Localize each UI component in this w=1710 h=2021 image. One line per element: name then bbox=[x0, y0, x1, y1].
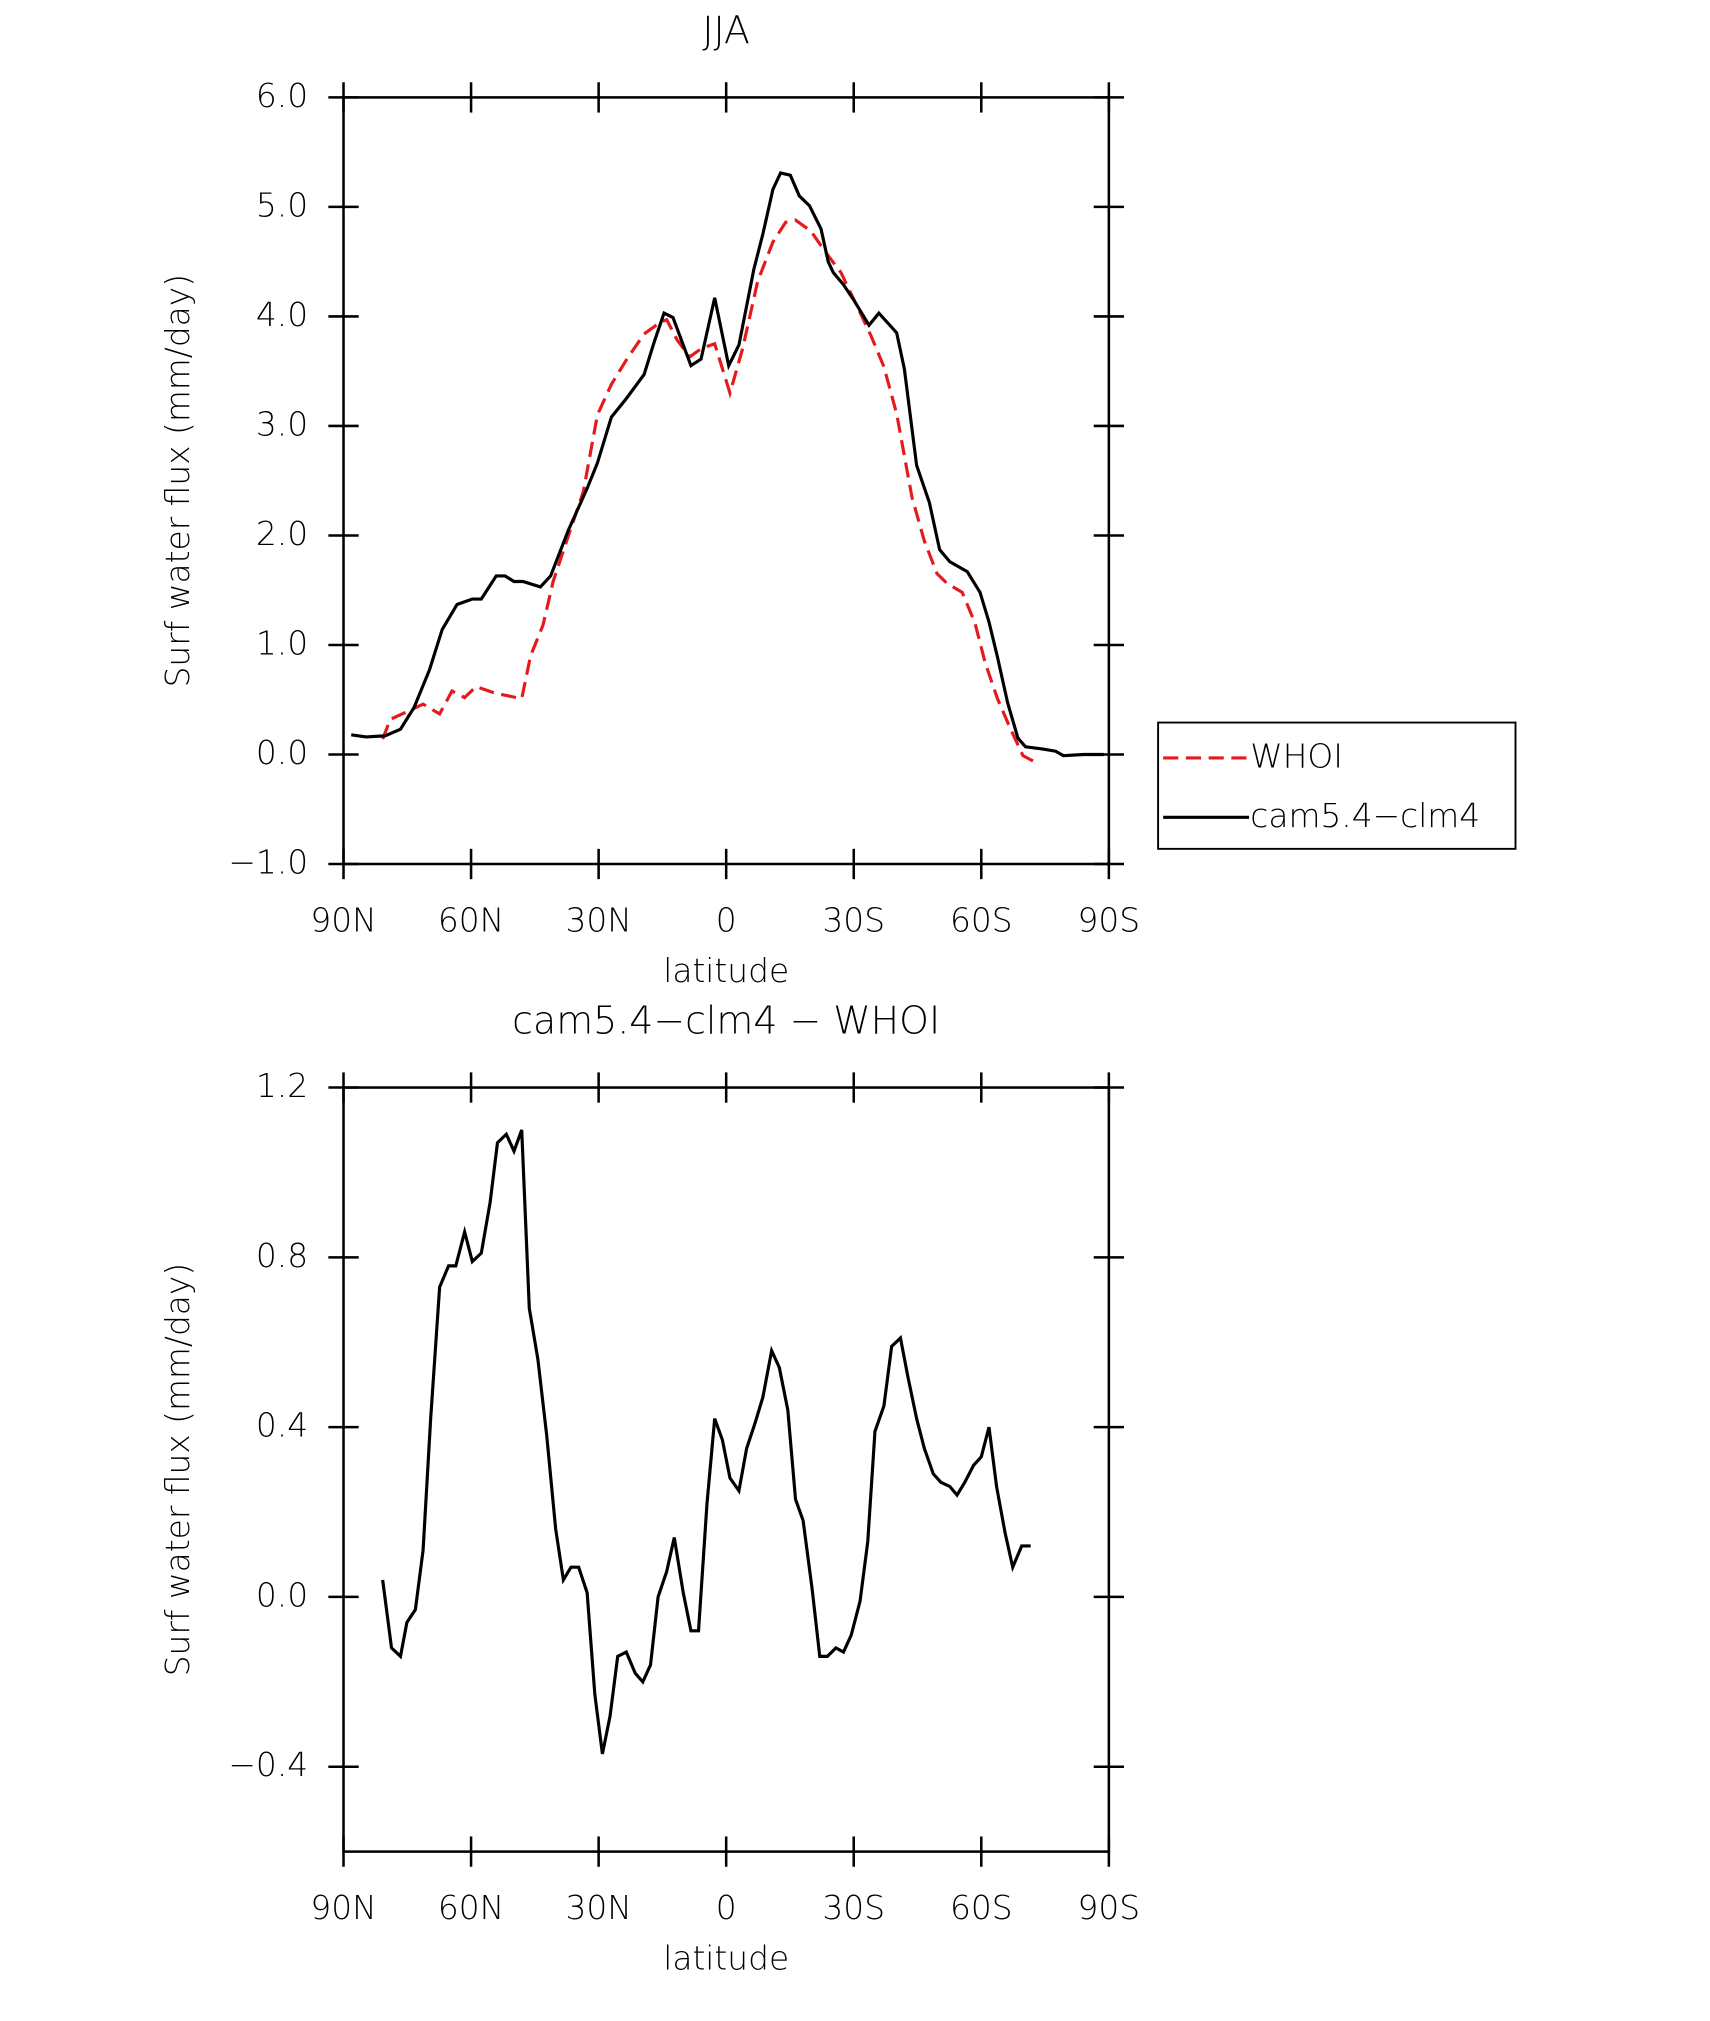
series-line bbox=[381, 1129, 1031, 1755]
y-tick-label: 5.0 bbox=[256, 186, 308, 224]
y-tick-label: 0.4 bbox=[256, 1407, 308, 1445]
y-tick-label: 2.0 bbox=[256, 515, 308, 553]
y-tick-label: 3.0 bbox=[256, 405, 308, 443]
x-tick-label: 60N bbox=[438, 902, 504, 940]
y-tick-label: 1.2 bbox=[256, 1067, 308, 1105]
x-tick-label: 30N bbox=[565, 902, 631, 940]
y-tick-label: −0.4 bbox=[228, 1746, 308, 1784]
legend-label: cam5.4−clm4 bbox=[1250, 797, 1480, 835]
x-tick-label: 90N bbox=[310, 902, 376, 940]
x-tick-label: 60S bbox=[950, 902, 1013, 940]
x-tick-label: 90S bbox=[1078, 1889, 1141, 1927]
chart-title: JJA bbox=[702, 8, 750, 52]
x-axis-label: latitude bbox=[663, 1940, 789, 1978]
series-line bbox=[381, 218, 1034, 763]
y-tick-label: 0.0 bbox=[256, 734, 308, 772]
x-tick-label: 30S bbox=[822, 902, 885, 940]
y-tick-label: 1.0 bbox=[256, 624, 308, 662]
y-tick-label: 0.8 bbox=[256, 1237, 308, 1275]
y-axis-label: Surf water flux (mm/day) bbox=[159, 1263, 197, 1676]
x-tick-label: 0 bbox=[716, 1889, 737, 1927]
x-tick-label: 0 bbox=[716, 902, 737, 940]
x-axis-label: latitude bbox=[663, 952, 789, 990]
y-tick-label: 6.0 bbox=[256, 77, 308, 115]
plot-frame bbox=[342, 96, 1111, 866]
y-tick-label: 0.0 bbox=[256, 1576, 308, 1614]
x-tick-label: 90S bbox=[1078, 902, 1141, 940]
x-tick-label: 30N bbox=[565, 1889, 631, 1927]
y-tick-label: 4.0 bbox=[256, 296, 308, 334]
x-tick-label: 60N bbox=[438, 1889, 504, 1927]
legend-box bbox=[1157, 721, 1517, 850]
legend-label: WHOI bbox=[1250, 737, 1343, 775]
x-tick-label: 30S bbox=[822, 1889, 885, 1927]
y-tick-label: −1.0 bbox=[228, 844, 308, 882]
x-tick-label: 90N bbox=[310, 1889, 376, 1927]
y-axis-label: Surf water flux (mm/day) bbox=[159, 274, 197, 687]
series-line bbox=[350, 171, 1104, 758]
x-tick-label: 60S bbox=[950, 1889, 1013, 1927]
chart-title: cam5.4−clm4 − WHOI bbox=[512, 999, 940, 1043]
